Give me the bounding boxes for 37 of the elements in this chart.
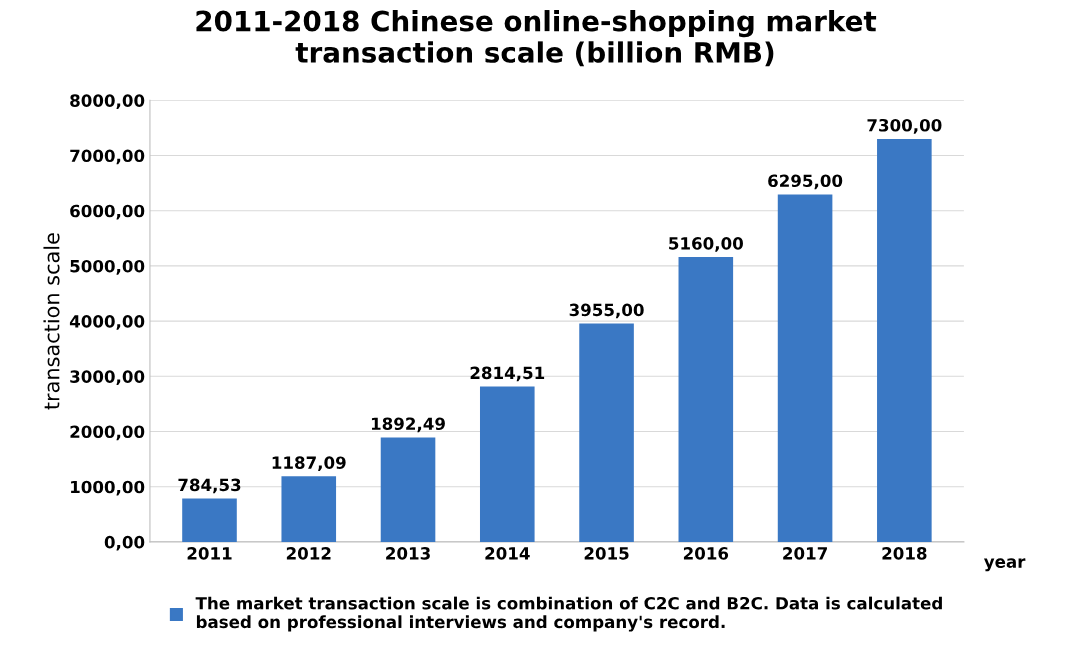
x-tick-label: 2018 [882, 547, 927, 560]
legend-label: The market transaction scale is combination of C2C and B2C. Data is calculated based on professional interviews and company's record. [195, 596, 942, 632]
data-label: 6295,00 [768, 174, 843, 190]
data-label: 1892,49 [371, 417, 445, 433]
y-tick-label: 6000,00 [70, 204, 145, 220]
bar [380, 437, 436, 542]
bar [182, 498, 237, 542]
x-axis-title: year [983, 558, 1026, 572]
data-label: 3955,00 [569, 303, 644, 319]
y-tick-label: 5000,00 [70, 259, 145, 275]
data-label: 5160,00 [669, 237, 743, 252]
y-tick-label: 2000,00 [70, 425, 145, 441]
data-label: 2814,51 [470, 366, 545, 382]
bar [281, 476, 337, 542]
bar [678, 257, 734, 542]
y-tick-label: 7000,00 [70, 149, 145, 165]
y-tick-label: 1000,00 [71, 480, 145, 496]
data-label: 1187,09 [272, 456, 346, 472]
bar [579, 323, 634, 542]
x-tick-label: 2013 [386, 547, 430, 560]
data-label: 784,53 [178, 478, 241, 494]
x-tick-label: 2015 [584, 547, 629, 560]
x-tick-label: 2017 [783, 547, 827, 560]
y-tick-label: 4000,00 [69, 315, 145, 330]
y-tick-label: 3000,00 [70, 370, 145, 386]
y-tick-label: 8000,00 [70, 94, 145, 110]
x-tick-label: 2016 [683, 547, 729, 560]
data-label: 7300,00 [867, 118, 942, 134]
x-tick-label: 2012 [286, 547, 331, 560]
x-tick-label: 2014 [485, 547, 530, 560]
bar [877, 138, 932, 542]
bar [479, 386, 535, 542]
y-tick-label: 0,00 [104, 535, 145, 551]
bar [777, 194, 833, 542]
y-axis-title: transaction scale [43, 233, 60, 410]
x-tick-label: 2011 [187, 547, 232, 560]
chart-title: 2011-2018 Chinese online-shopping market transaction scale (billion RMB) [196, 10, 877, 67]
